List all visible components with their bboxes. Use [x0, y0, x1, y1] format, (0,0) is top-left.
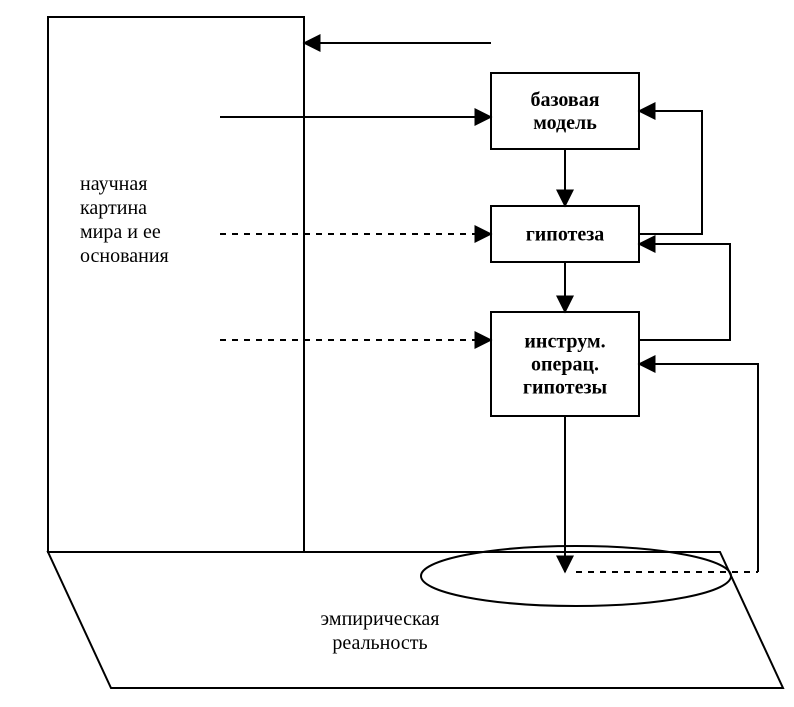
svg-text:картина: картина [80, 197, 147, 219]
node-model [491, 73, 639, 149]
node-hypothesis-label: гипотеза [526, 224, 605, 246]
feedback-instrum-to-hypothesis [639, 244, 730, 340]
node-instrum-label: гипотезы [523, 377, 608, 399]
node-model-label: модель [533, 112, 597, 134]
empirical-ellipse [421, 546, 731, 606]
bottom-plane-label: эмпирическаяреальность [321, 608, 440, 654]
svg-text:мира и ее: мира и ее [80, 221, 161, 243]
svg-text:основания: основания [80, 245, 169, 267]
svg-text:научная: научная [80, 173, 147, 195]
feedback-hypothesis-to-model [639, 111, 702, 234]
svg-text:реальность: реальность [332, 632, 427, 654]
diagram-canvas: базоваямодель гипотеза инструм.операц.гипо… [0, 0, 794, 707]
left-plane-label: научнаякартинамира и ееоснования [80, 173, 169, 267]
left-plane [48, 17, 304, 552]
feedback-ellipse-to-instrum [639, 364, 758, 572]
node-instrum-label: операц. [531, 354, 599, 376]
node-model-label: базовая [530, 89, 599, 111]
svg-text:эмпирическая: эмпирическая [321, 608, 440, 630]
node-instrum-label: инструм. [524, 331, 605, 353]
